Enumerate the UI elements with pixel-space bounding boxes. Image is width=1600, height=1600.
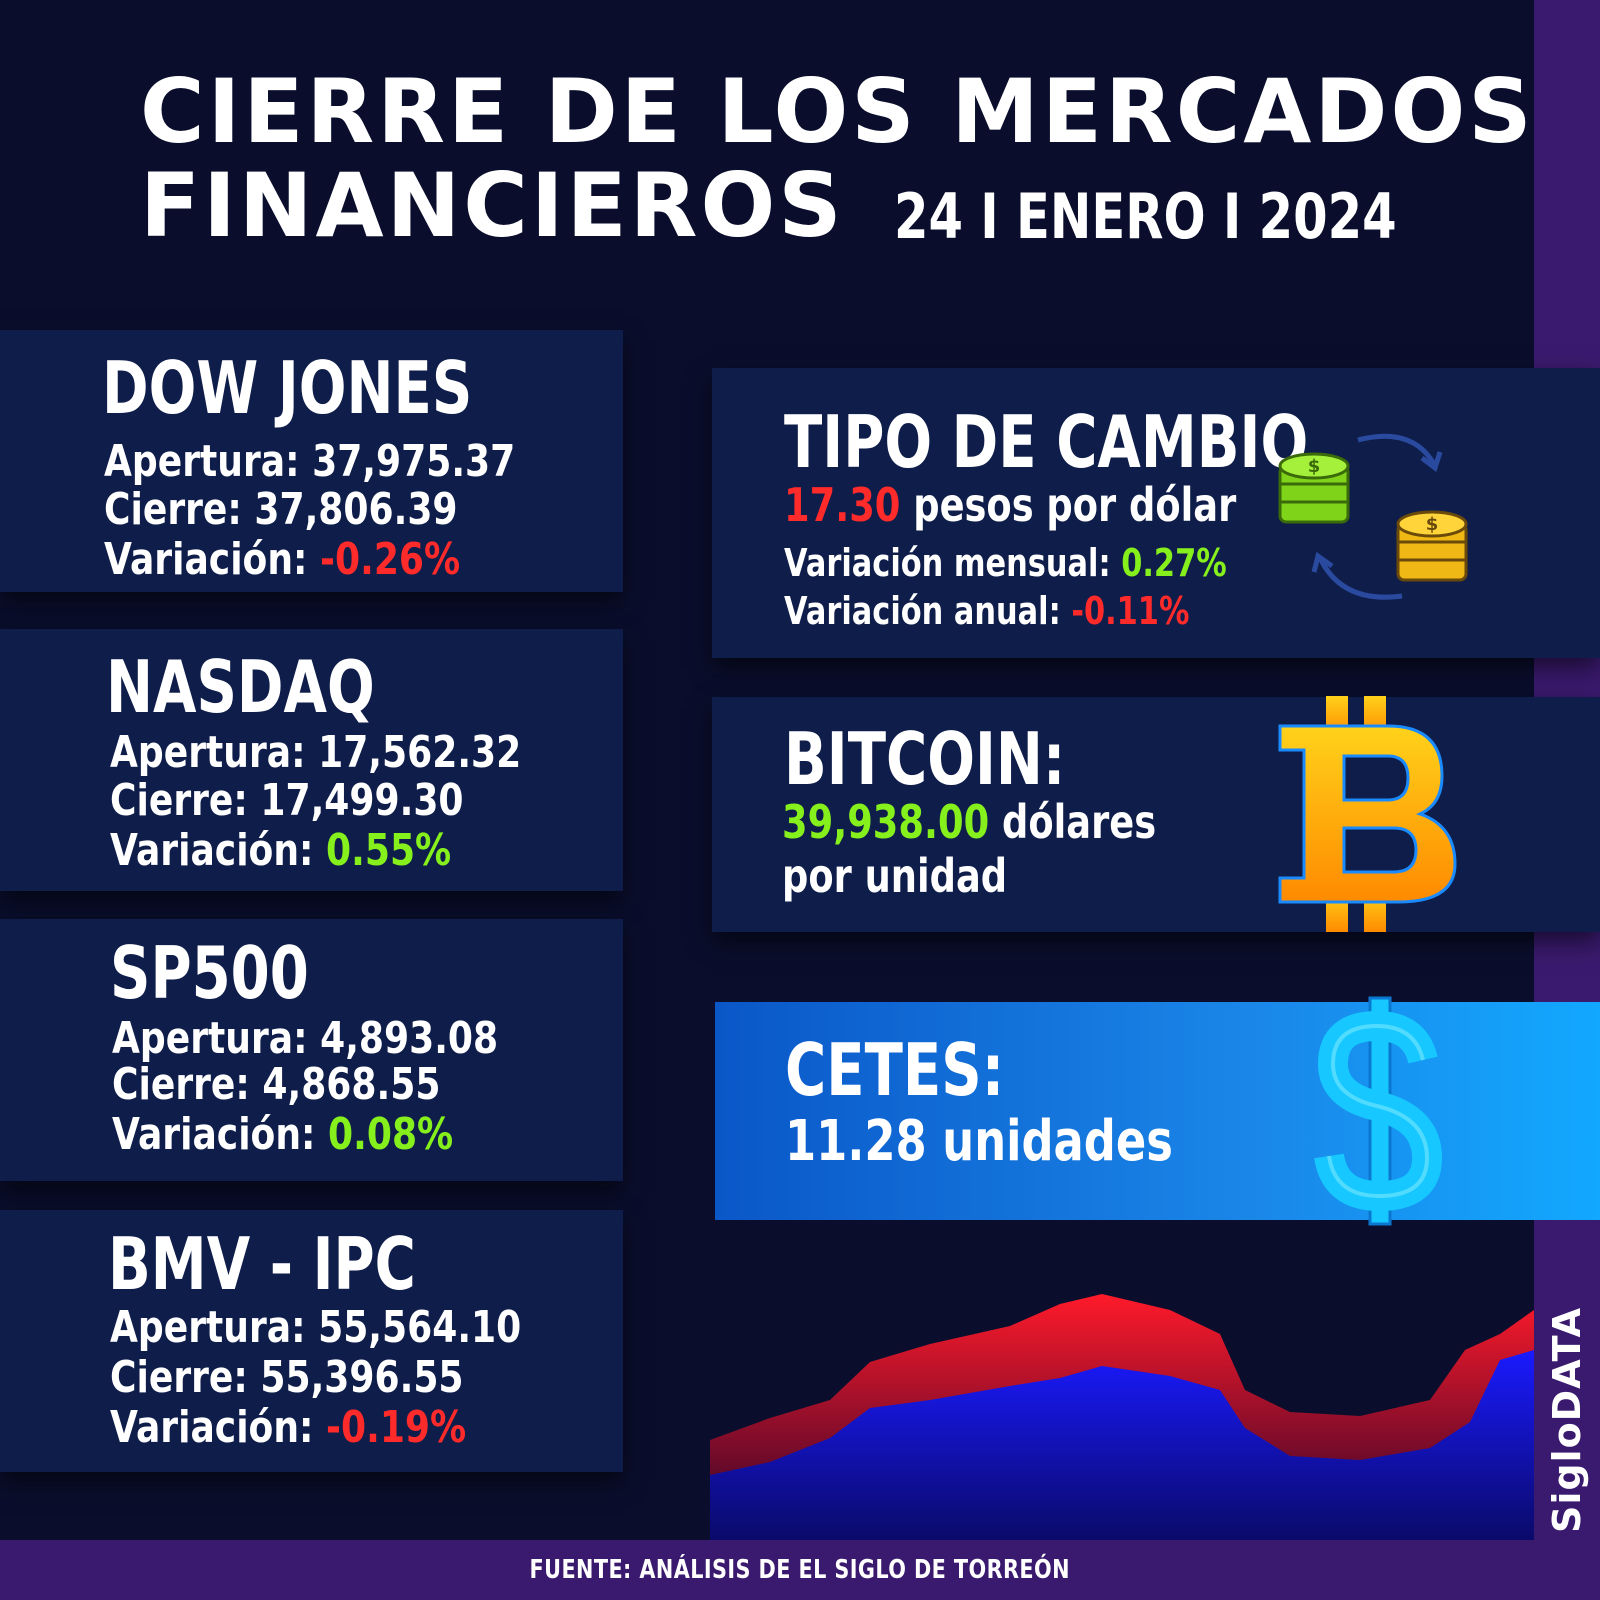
- svg-text:$: $: [1426, 514, 1439, 535]
- decorative-area-graphic: [710, 1294, 1534, 1540]
- open-stat: Apertura: 4,893.08: [112, 1013, 499, 1064]
- open-stat: Apertura: 55,564.10: [110, 1302, 522, 1353]
- page-title-line1: CIERRE DE LOS MERCADOS: [140, 60, 1535, 163]
- index-title: DOW JONES: [102, 346, 473, 430]
- close-stat: Cierre: 55,396.55: [110, 1352, 464, 1403]
- annual-variation: Variación anual: -0.11%: [784, 589, 1190, 633]
- monthly-variation: Variación mensual: 0.27%: [784, 541, 1227, 585]
- variation-stat: Variación: 0.55%: [110, 825, 452, 876]
- footer: FUENTE: ANÁLISIS DE EL SIGLO DE TORREÓN: [0, 1540, 1600, 1600]
- bmv-ipc-card: BMV - IPC Apertura: 55,564.10 Cierre: 55…: [0, 1210, 623, 1472]
- index-title: BMV - IPC: [108, 1222, 416, 1306]
- page-title-line2: FINANCIEROS: [140, 154, 845, 257]
- cetes-title: CETES:: [785, 1028, 1005, 1112]
- close-stat: Cierre: 37,806.39: [104, 484, 458, 535]
- bitcoin-card: BITCOIN: 39,938.00 dólares por unidad: [712, 697, 1600, 932]
- bitcoin-unit-line: por unidad: [782, 849, 1008, 903]
- coin-exchange-icon: $ $: [1278, 433, 1468, 600]
- exchange-rate-line: 17.30 pesos por dólar: [784, 478, 1237, 532]
- bitcoin-icon: [1278, 696, 1457, 932]
- sp500-card: SP500 Apertura: 4,893.08 Cierre: 4,868.5…: [0, 919, 623, 1181]
- bitcoin-price-line: 39,938.00 dólares: [782, 795, 1157, 849]
- variation-stat: Variación: -0.19%: [110, 1402, 467, 1453]
- exchange-rate-card: TIPO DE CAMBIO 17.30 pesos por dólar Var…: [712, 368, 1600, 658]
- index-title: SP500: [110, 931, 309, 1015]
- nasdaq-card: NASDAQ Apertura: 17,562.32 Cierre: 17,49…: [0, 629, 623, 891]
- source-note: FUENTE: ANÁLISIS DE EL SIGLO DE TORREÓN: [529, 1555, 1071, 1585]
- close-stat: Cierre: 17,499.30: [110, 775, 464, 826]
- date-label: 24 I ENERO I 2024: [894, 180, 1397, 253]
- svg-text:$: $: [1308, 456, 1321, 477]
- variation-stat: Variación: 0.08%: [112, 1109, 454, 1160]
- index-title: NASDAQ: [106, 645, 375, 729]
- variation-stat: Variación: -0.26%: [104, 534, 461, 585]
- bitcoin-title: BITCOIN:: [784, 717, 1066, 801]
- brand-logo: SigloDATA: [1545, 1306, 1589, 1534]
- cetes-card: CETES: 11.28 unidades: [715, 996, 1600, 1226]
- exchange-title: TIPO DE CAMBIO: [784, 400, 1309, 484]
- open-stat: Apertura: 17,562.32: [110, 727, 522, 778]
- dow-jones-card: DOW JONES Apertura: 37,975.37 Cierre: 37…: [0, 330, 623, 592]
- cetes-value: 11.28 unidades: [785, 1109, 1173, 1174]
- open-stat: Apertura: 37,975.37: [104, 436, 516, 487]
- dollar-sign-icon: [1314, 996, 1443, 1226]
- close-stat: Cierre: 4,868.55: [112, 1059, 441, 1110]
